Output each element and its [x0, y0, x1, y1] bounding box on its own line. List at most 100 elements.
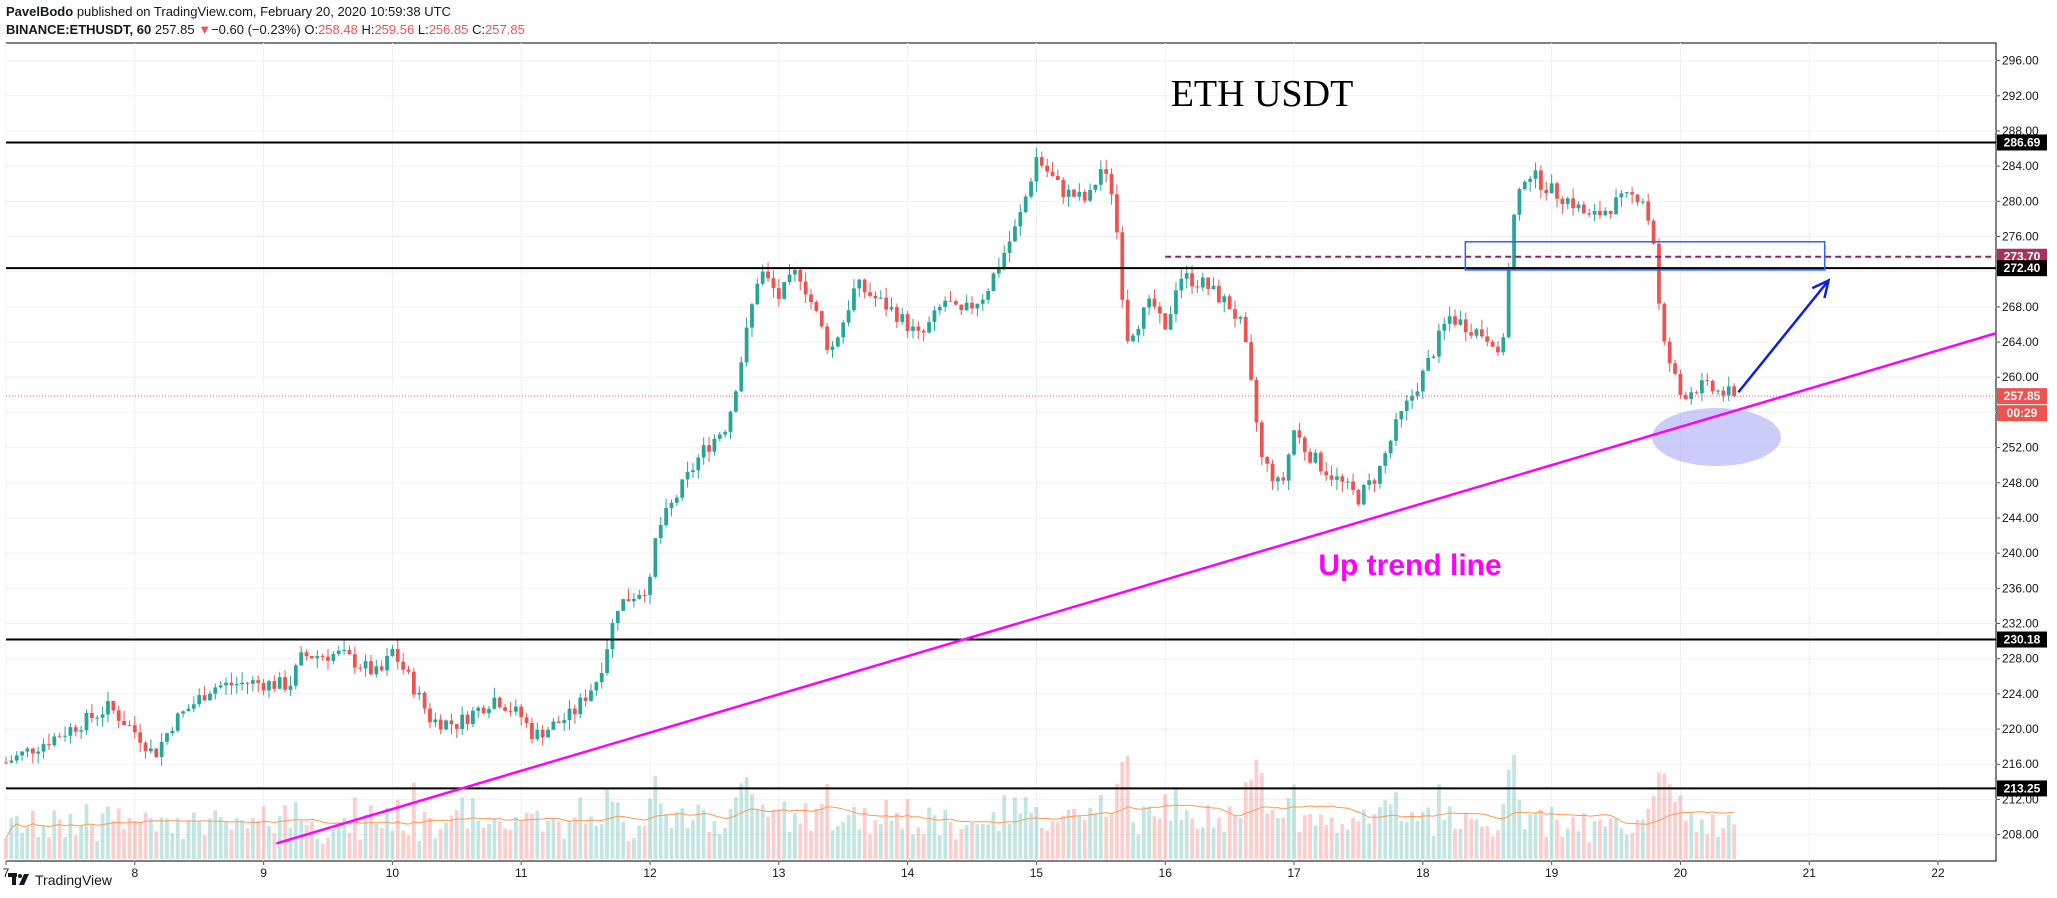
volume-bar-up: [852, 807, 856, 859]
volume-bar-down: [1302, 815, 1307, 859]
author-name[interactable]: PavelBodo: [6, 4, 74, 19]
volume-bar-up: [594, 825, 599, 859]
candle-up: [1276, 475, 1280, 492]
candle-down: [229, 672, 234, 695]
candle-body: [1721, 390, 1726, 396]
candle-up: [84, 709, 89, 735]
candle-body: [320, 656, 325, 658]
candle-up: [701, 437, 706, 465]
volume-bar-down: [1721, 828, 1726, 859]
candle-down: [1324, 462, 1329, 482]
candle-body: [793, 269, 797, 275]
candle-down: [1265, 455, 1270, 472]
candle-body: [900, 314, 905, 322]
tradingview-logo-icon[interactable]: [8, 873, 30, 887]
volume-bar-up: [250, 818, 255, 859]
candle-up: [782, 281, 787, 300]
candle-body: [304, 652, 309, 657]
candle-body: [755, 283, 760, 305]
candle-body: [1437, 330, 1441, 357]
candle-body: [89, 712, 94, 719]
volume-bar-up: [691, 820, 695, 859]
candle-up: [390, 644, 395, 657]
candle-body: [1072, 189, 1076, 197]
candle-up: [1292, 430, 1296, 457]
candle-down: [73, 724, 78, 737]
candle-body: [921, 330, 926, 333]
volume-bar-up: [782, 801, 787, 859]
volume-bar-down: [1249, 779, 1253, 859]
candle-body: [481, 707, 486, 714]
candle-down: [954, 299, 958, 306]
candle-up: [1383, 451, 1388, 474]
candle-up: [975, 303, 980, 317]
volume-bar-up: [84, 804, 89, 859]
candle-up: [1517, 187, 1522, 221]
candle-body: [1549, 183, 1554, 194]
candle-body: [310, 656, 314, 659]
candle-body: [1667, 341, 1672, 364]
volume-bar-down: [1710, 814, 1715, 859]
volume-bar-up: [267, 826, 271, 859]
volume-bar-up: [1378, 807, 1382, 859]
candle-body: [739, 362, 744, 392]
volume-bar-up: [1002, 795, 1007, 859]
candle-body: [374, 666, 379, 675]
symbol-label[interactable]: BINANCE:ETHUSDT, 60: [6, 22, 152, 37]
volume-bar-down: [1195, 828, 1200, 859]
candle-body: [1571, 198, 1575, 209]
volume-bar-up: [1361, 809, 1366, 859]
candle-up: [41, 738, 46, 759]
candle-up: [830, 341, 835, 358]
candle-up: [175, 712, 180, 733]
volume-ma-line: [5, 804, 1735, 839]
volume-bar-up: [106, 806, 110, 859]
volume-bar-down: [428, 817, 432, 859]
candle-body: [1710, 380, 1715, 392]
candle-body: [1039, 157, 1044, 166]
candle-up: [288, 676, 293, 697]
x-tick-label: 18: [1416, 866, 1430, 880]
volume-bar-down: [1265, 813, 1270, 859]
candle-body: [1286, 454, 1291, 481]
price-change: −0.60 (−0.23%): [211, 22, 301, 37]
volume-bar-up: [1018, 813, 1023, 859]
volume-bar-down: [948, 821, 953, 859]
price-badge-label: 230.18: [2004, 633, 2041, 647]
volume-bar-up: [315, 838, 320, 859]
candle-body: [1501, 337, 1506, 353]
candle-body: [1356, 490, 1361, 505]
volume-bar-up: [213, 810, 218, 859]
candle-up: [1018, 204, 1023, 236]
volume-bar-up: [417, 840, 422, 859]
candle-body: [1270, 463, 1275, 482]
candle-up: [605, 639, 609, 676]
candle-down: [556, 715, 561, 724]
candle-body: [1217, 285, 1221, 303]
volume-bar-up: [787, 831, 792, 859]
volume-bar-down: [1109, 812, 1114, 859]
candle-down: [401, 652, 406, 675]
candle-body: [1061, 179, 1066, 197]
candle-body: [68, 727, 73, 736]
candle-down: [1560, 196, 1565, 214]
volume-bar-up: [1506, 769, 1511, 859]
candle-body: [1587, 213, 1592, 215]
candle-body: [218, 685, 223, 688]
volume-bar-down: [1608, 818, 1613, 859]
candle-body: [889, 307, 894, 310]
volume-bar-up: [744, 777, 749, 859]
candle-up: [36, 746, 41, 764]
volume-bar-up: [1286, 797, 1291, 859]
volume-bar-down: [1227, 806, 1232, 859]
candle-body: [36, 751, 41, 754]
candle-up: [1313, 449, 1318, 464]
volume-bar-up: [1211, 827, 1216, 859]
candle-body: [1490, 341, 1495, 347]
x-tick-label: 16: [1159, 866, 1173, 880]
candle-down: [116, 706, 121, 729]
candle-down: [143, 741, 148, 759]
candle-up: [170, 727, 175, 736]
footer-brand[interactable]: TradingView: [35, 872, 113, 888]
